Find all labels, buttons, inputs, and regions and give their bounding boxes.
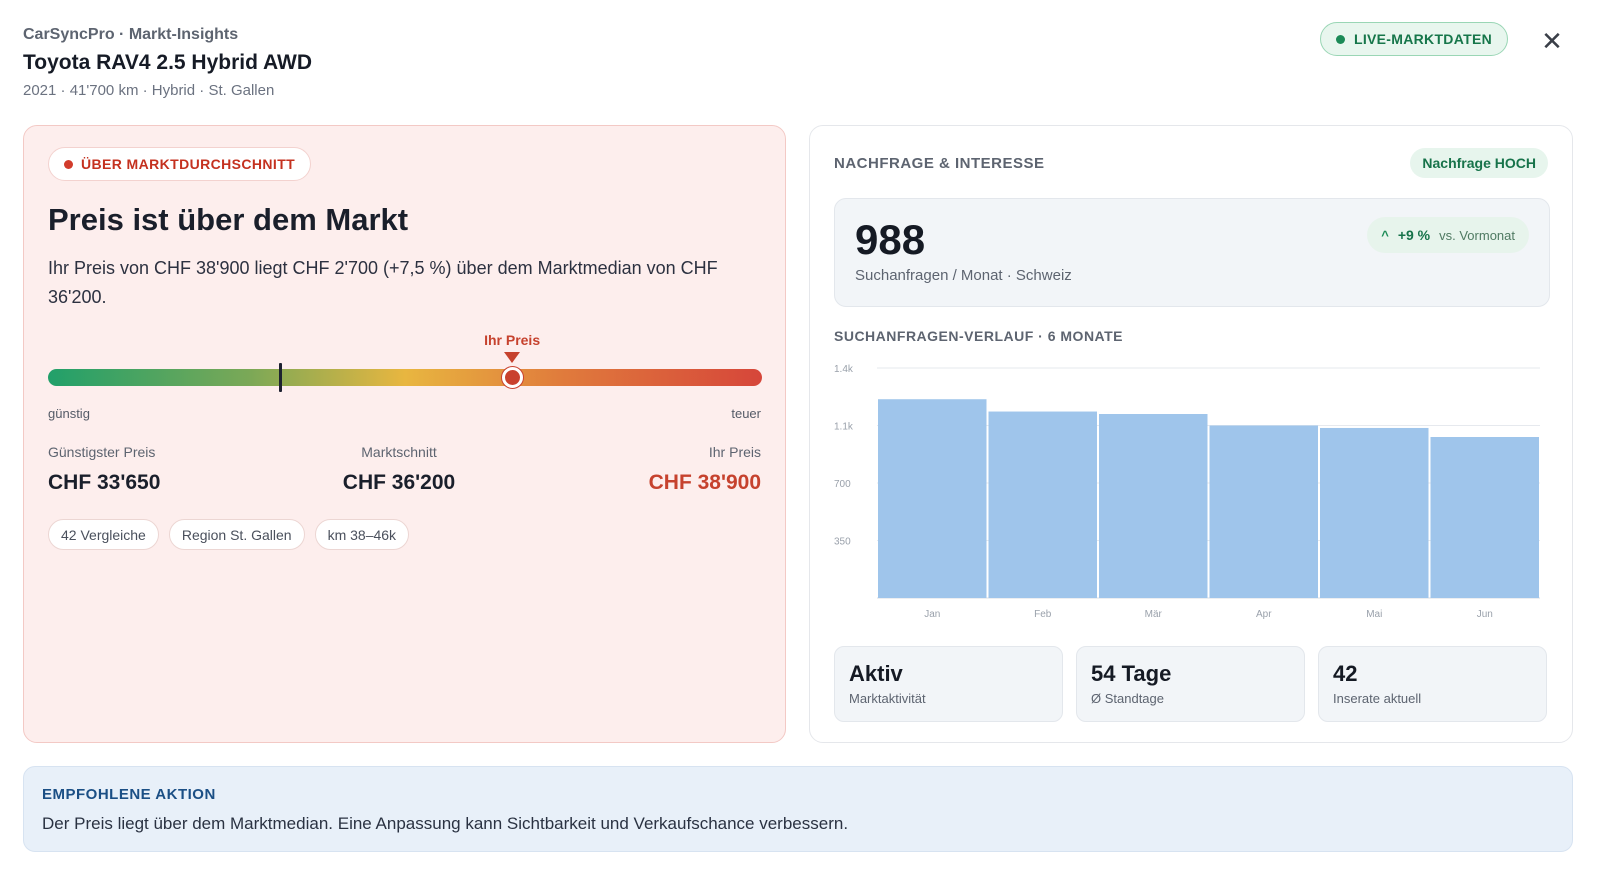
close-icon: ✕ [1541,26,1563,56]
price-description: Ihr Preis von CHF 38'900 liegt CHF 2'700… [48,258,718,307]
bar [988,411,1097,598]
trend-pill: ^ +9 % vs. Vormonat [1367,217,1529,253]
demand-title: NACHFRAGE & INTERESSE [834,155,1045,172]
chart-title: SUCHANFRAGEN-VERLAUF · 6 MONATE [834,328,1124,344]
your-price-marker-label: Ihr Preis [484,332,541,348]
bar [1099,414,1208,598]
y-tick-label: 1.4k [834,364,854,375]
price-scale-bar [48,369,762,386]
stat-value: CHF 33'650 [48,471,161,494]
live-data-badge: LIVE-MARKTDATEN [1320,22,1508,56]
trend-value: +9 % [1397,227,1431,243]
tile-active-listings: 42 Inserate aktuell [1318,646,1547,722]
search-kpi-box: 988 Suchanfragen / Monat · Schweiz ^ +9 … [834,198,1550,307]
tile-value: 42 [1333,661,1358,686]
close-button[interactable]: ✕ [1538,27,1566,55]
above-market-label: ÜBER MARKTDURCHSCHNITT [81,156,296,172]
vehicle-details: 2021 · 41'700 km · Hybrid · St. Gallen [23,82,275,99]
your-price-knob [501,367,523,388]
scale-high-label: teuer [731,406,761,421]
stat-your-price: Ihr Preis CHF 38'900 [649,444,761,495]
price-position-card: ÜBER MARKTDURCHSCHNITT Preis ist über de… [23,125,786,743]
stat-label: Marktschnitt [361,444,437,460]
stat-lowest-price: Günstigster Preis CHF 33'650 [48,444,160,495]
tile-value: Aktiv [849,661,903,686]
recommended-action: EMPFOHLENE AKTION Der Preis liegt über d… [23,766,1573,852]
stat-value: CHF 36'200 [342,471,456,494]
vehicle-title: Toyota RAV4 2.5 Hybrid AWD [23,51,312,74]
chip-mileage: km 38–46k [314,519,410,550]
marker-triangle-icon [504,352,521,363]
x-tick-label: Mai [1366,609,1382,619]
chip-region: Region St. Gallen [168,519,305,550]
live-badge-label: LIVE-MARKTDATEN [1353,31,1492,47]
bar [1209,425,1318,598]
tile-value: 54 Tage [1091,661,1172,686]
live-dot-icon [1335,34,1345,44]
search-count: 988 [855,216,926,263]
y-tick-label: 350 [834,537,851,548]
modal-eyebrow: CarSyncPro · Markt-Insights [23,26,239,43]
bar [1320,427,1429,598]
comparison-chips: 42 Vergleiche Region St. Gallen km 38–46… [48,519,410,550]
median-tick [278,363,282,392]
x-tick-label: Feb [1034,609,1052,619]
demand-level-badge: Nachfrage HOCH [1410,148,1548,178]
demand-card: NACHFRAGE & INTERESSE Nachfrage HOCH 988… [809,125,1573,743]
y-tick-label: 1.1k [834,422,854,433]
stat-value: CHF 38'900 [648,471,761,494]
tile-label: Ø Standtage [1091,691,1164,706]
x-tick-label: Mär [1145,609,1163,619]
stat-label: Günstigster Preis [48,444,156,460]
x-tick-label: Apr [1256,609,1272,619]
x-tick-label: Jan [924,609,940,619]
status-dot-icon [64,159,73,169]
y-tick-label: 700 [834,479,851,490]
tile-label: Marktaktivität [849,691,926,706]
tile-label: Inserate aktuell [1333,691,1422,706]
chevron-up-icon: ^ [1381,227,1389,243]
tile-market-activity: Aktiv Marktaktivität [834,646,1063,722]
bar [878,399,987,598]
above-market-badge: ÜBER MARKTDURCHSCHNITT [48,147,312,181]
recommendation-text: Der Preis liegt über dem Marktmedian. Ei… [42,814,849,833]
bar [1430,437,1539,598]
stat-market-average: Marktschnitt CHF 36'200 [319,444,479,495]
recommendation-title: EMPFOHLENE AKTION [42,786,216,803]
price-headline: Preis ist über dem Markt [48,202,409,237]
chip-comparisons: 42 Vergleiche [48,519,159,550]
stat-label: Ihr Preis [708,444,761,460]
scale-low-label: günstig [48,406,90,421]
x-tick-label: Jun [1477,609,1493,619]
search-history-chart: 350 700 1.1k 1.4k Jan Feb Mär Apr Mai Jun [834,364,1540,619]
search-count-label: Suchanfragen / Monat · Schweiz [855,267,1072,284]
trend-label: vs. Vormonat [1439,227,1515,243]
tile-standing-days: 54 Tage Ø Standtage [1076,646,1305,722]
